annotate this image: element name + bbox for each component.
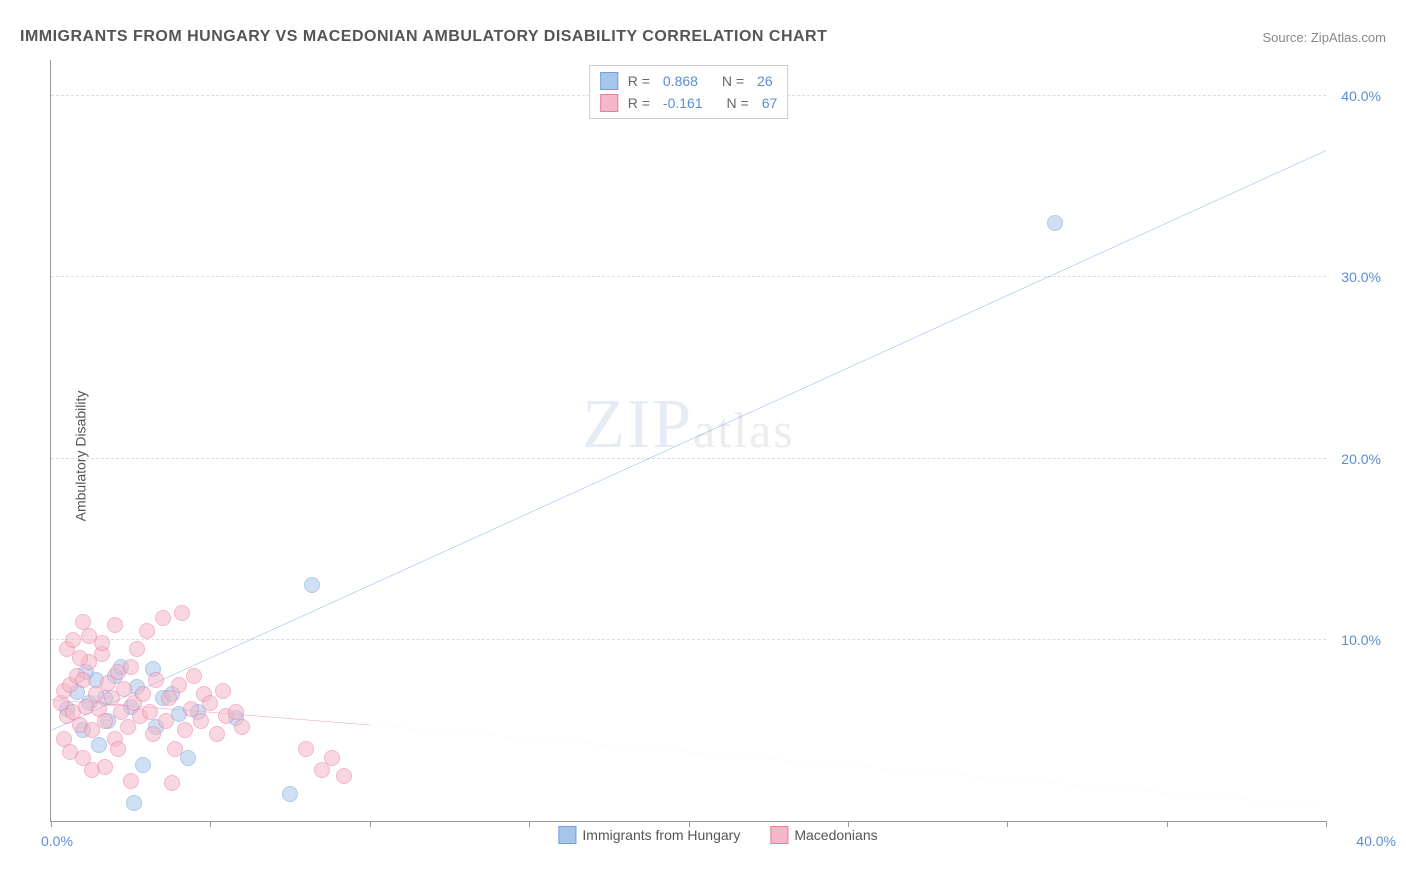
plot-area: ZIPatlas R = 0.868 N = 26 R = -0.161 N =…: [50, 60, 1326, 822]
data-point-macedonians: [123, 773, 139, 789]
data-point-macedonians: [193, 713, 209, 729]
data-point-macedonians: [171, 677, 187, 693]
x-axis-start-label: 0.0%: [41, 833, 73, 849]
data-point-macedonians: [75, 672, 91, 688]
data-point-macedonians: [97, 713, 113, 729]
source-prefix: Source:: [1262, 30, 1310, 45]
data-point-macedonians: [202, 695, 218, 711]
x-tick: [1007, 821, 1008, 827]
legend-row-macedonians: R = -0.161 N = 67: [600, 92, 778, 114]
n-label: N =: [722, 73, 744, 89]
x-tick: [51, 821, 52, 827]
data-point-macedonians: [120, 719, 136, 735]
data-point-macedonians: [234, 719, 250, 735]
swatch-macedonians: [770, 826, 788, 844]
data-point-hungary: [135, 757, 151, 773]
source-name: ZipAtlas.com: [1311, 30, 1386, 45]
legend-row-hungary: R = 0.868 N = 26: [600, 70, 778, 92]
x-axis-end-label: 40.0%: [1356, 833, 1396, 849]
data-point-macedonians: [110, 741, 126, 757]
legend-item-hungary: Immigrants from Hungary: [558, 826, 740, 844]
data-point-macedonians: [135, 686, 151, 702]
data-point-hungary: [1047, 215, 1063, 231]
x-tick: [529, 821, 530, 827]
gridline: [51, 639, 1326, 640]
data-point-macedonians: [123, 659, 139, 675]
data-point-macedonians: [65, 632, 81, 648]
legend-item-macedonians: Macedonians: [770, 826, 877, 844]
data-point-hungary: [91, 737, 107, 753]
r-label: R =: [628, 73, 650, 89]
data-point-macedonians: [97, 759, 113, 775]
data-point-macedonians: [72, 650, 88, 666]
swatch-hungary: [558, 826, 576, 844]
gridline: [51, 276, 1326, 277]
series-label-hungary: Immigrants from Hungary: [582, 827, 740, 843]
data-point-macedonians: [164, 775, 180, 791]
data-point-macedonians: [94, 635, 110, 651]
data-point-macedonians: [215, 683, 231, 699]
watermark-sub: atlas: [693, 402, 795, 458]
series-legend: Immigrants from Hungary Macedonians: [558, 826, 877, 844]
swatch-hungary: [600, 72, 618, 90]
chart-container: Ambulatory Disability ZIPatlas R = 0.868…: [50, 60, 1386, 852]
data-point-macedonians: [139, 623, 155, 639]
watermark: ZIPatlas: [582, 385, 795, 465]
n-label: N =: [727, 95, 749, 111]
series-label-macedonians: Macedonians: [794, 827, 877, 843]
data-point-macedonians: [155, 610, 171, 626]
r-value-macedonians: -0.161: [663, 95, 703, 111]
n-value-macedonians: 67: [762, 95, 778, 111]
data-point-macedonians: [158, 713, 174, 729]
data-point-macedonians: [129, 641, 145, 657]
x-tick: [210, 821, 211, 827]
y-tick-label: 10.0%: [1341, 632, 1381, 648]
data-point-macedonians: [336, 768, 352, 784]
source-attribution: Source: ZipAtlas.com: [1262, 30, 1386, 45]
r-label: R =: [628, 95, 650, 111]
chart-title: IMMIGRANTS FROM HUNGARY VS MACEDONIAN AM…: [20, 28, 827, 46]
data-point-macedonians: [75, 614, 91, 630]
data-point-macedonians: [186, 668, 202, 684]
x-tick: [370, 821, 371, 827]
gridline: [51, 458, 1326, 459]
data-point-macedonians: [174, 605, 190, 621]
data-point-macedonians: [107, 617, 123, 633]
data-point-macedonians: [145, 726, 161, 742]
r-value-hungary: 0.868: [663, 73, 698, 89]
x-tick: [1326, 821, 1327, 827]
data-point-hungary: [126, 795, 142, 811]
y-tick-label: 20.0%: [1341, 451, 1381, 467]
correlation-legend: R = 0.868 N = 26 R = -0.161 N = 67: [589, 65, 789, 119]
data-point-macedonians: [148, 672, 164, 688]
swatch-macedonians: [600, 94, 618, 112]
n-value-hungary: 26: [757, 73, 773, 89]
data-point-macedonians: [209, 726, 225, 742]
data-point-macedonians: [88, 686, 104, 702]
y-tick-label: 30.0%: [1341, 269, 1381, 285]
data-point-macedonians: [116, 681, 132, 697]
y-tick-label: 40.0%: [1341, 88, 1381, 104]
data-point-macedonians: [324, 750, 340, 766]
data-point-macedonians: [298, 741, 314, 757]
x-tick: [1167, 821, 1168, 827]
data-point-macedonians: [142, 704, 158, 720]
data-point-macedonians: [177, 722, 193, 738]
data-point-hungary: [282, 786, 298, 802]
watermark-main: ZIP: [582, 386, 693, 463]
data-point-macedonians: [167, 741, 183, 757]
data-point-hungary: [304, 577, 320, 593]
